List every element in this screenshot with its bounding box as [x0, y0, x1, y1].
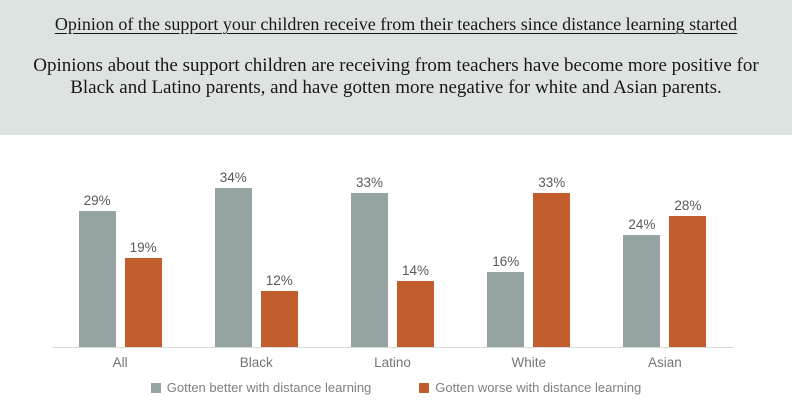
bar-worse-latino: 14%	[397, 263, 434, 347]
category-axis: All Black Latino White Asian	[52, 355, 733, 370]
legend-entry-worse: Gotten worse with distance learning	[419, 380, 641, 395]
bar-better-black: 34%	[214, 170, 252, 347]
bar-worse-asian: 28%	[669, 198, 707, 347]
bar-worse-black: 12%	[260, 273, 298, 347]
legend-label-better: Gotten better with distance learning	[166, 380, 372, 395]
bar-group-all: 29% 19%	[52, 159, 188, 347]
value-label-worse-latino: 14%	[401, 263, 430, 279]
value-label-better-white: 16%	[492, 254, 520, 270]
category-label-white: White	[511, 355, 546, 370]
bar-group-white: 16% 33%	[461, 159, 597, 347]
bar-better-asian: 24%	[623, 217, 661, 347]
subtitle-line-2: Black and Latino parents, and have gotte…	[70, 77, 722, 99]
legend-swatch-icon	[419, 382, 430, 393]
category-label-black: Black	[239, 355, 273, 370]
legend-entry-better: Gotten better with distance learning	[150, 380, 372, 395]
chart-subtitle: Opinions about the support children are …	[0, 55, 792, 101]
bar-group-asian: 24% 28%	[597, 159, 733, 347]
legend: Gotten better with distance learning Gott…	[0, 380, 792, 395]
header: Opinion of the support your children rec…	[0, 0, 792, 135]
value-label-better-black: 34%	[219, 169, 247, 185]
bar-group-black: 34% 12%	[188, 159, 324, 347]
bar-group-latino: 33% 14%	[324, 159, 460, 347]
value-label-worse-white: 33%	[538, 174, 566, 190]
category-label-asian: Asian	[648, 355, 682, 370]
legend-swatch-icon	[150, 382, 161, 393]
value-label-better-all: 29%	[83, 193, 111, 209]
category-label-all: All	[112, 355, 128, 370]
category-label-latino: Latino	[374, 355, 411, 370]
subtitle-line-1: Opinions about the support children are …	[33, 54, 759, 76]
x-axis-line	[52, 347, 733, 348]
chart-title: Opinion of the support your children rec…	[54, 14, 738, 34]
legend-label-worse: Gotten worse with distance learning	[435, 380, 642, 395]
bar-worse-all: 19%	[124, 240, 162, 347]
value-label-worse-all: 19%	[129, 240, 157, 256]
bar-chart-plot-area: 29% 19% 34% 12% 33% 14% 16% 33% 24% 28%	[52, 159, 733, 347]
value-label-better-latino: 33%	[355, 174, 384, 190]
value-label-worse-black: 12%	[265, 272, 293, 288]
value-label-worse-asian: 28%	[674, 197, 702, 213]
bar-better-latino: 33%	[351, 175, 388, 347]
value-label-better-asian: 24%	[628, 216, 656, 232]
bar-worse-white: 33%	[533, 175, 571, 347]
bar-better-white: 16%	[487, 254, 525, 347]
bar-better-all: 29%	[78, 193, 116, 347]
